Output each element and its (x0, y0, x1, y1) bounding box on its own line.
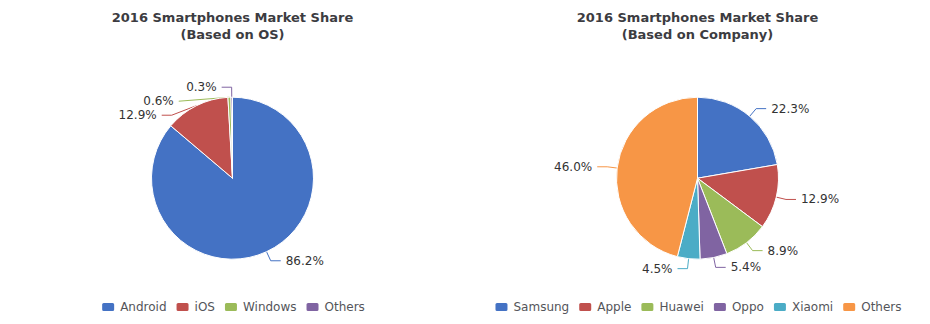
svg-text:12.9%: 12.9% (119, 108, 157, 122)
svg-text:(Based on Company): (Based on Company) (622, 27, 774, 42)
svg-text:Windows: Windows (243, 300, 297, 314)
svg-text:Huawei: Huawei (659, 300, 704, 314)
svg-text:Others: Others (325, 300, 365, 314)
svg-text:46.0%: 46.0% (554, 160, 592, 174)
svg-text:Samsung: Samsung (513, 300, 569, 314)
svg-text:Android: Android (120, 300, 166, 314)
svg-text:Oppo: Oppo (732, 300, 764, 314)
svg-text:12.9%: 12.9% (801, 192, 839, 206)
svg-text:Others: Others (861, 300, 901, 314)
svg-text:iOS: iOS (195, 300, 215, 314)
svg-text:(Based on OS): (Based on OS) (180, 27, 284, 42)
svg-text:4.5%: 4.5% (642, 262, 673, 276)
svg-text:86.2%: 86.2% (286, 254, 324, 268)
svg-text:8.9%: 8.9% (768, 244, 799, 258)
svg-text:2016 Smartphones Market Share: 2016 Smartphones Market Share (577, 10, 819, 25)
svg-text:Xiaomi: Xiaomi (792, 300, 833, 314)
svg-text:0.6%: 0.6% (143, 94, 174, 108)
svg-text:2016 Smartphones Market Share: 2016 Smartphones Market Share (112, 10, 354, 25)
svg-text:Apple: Apple (597, 300, 631, 314)
svg-text:0.3%: 0.3% (186, 80, 217, 94)
svg-text:22.3%: 22.3% (771, 102, 809, 116)
svg-text:5.4%: 5.4% (731, 260, 762, 274)
